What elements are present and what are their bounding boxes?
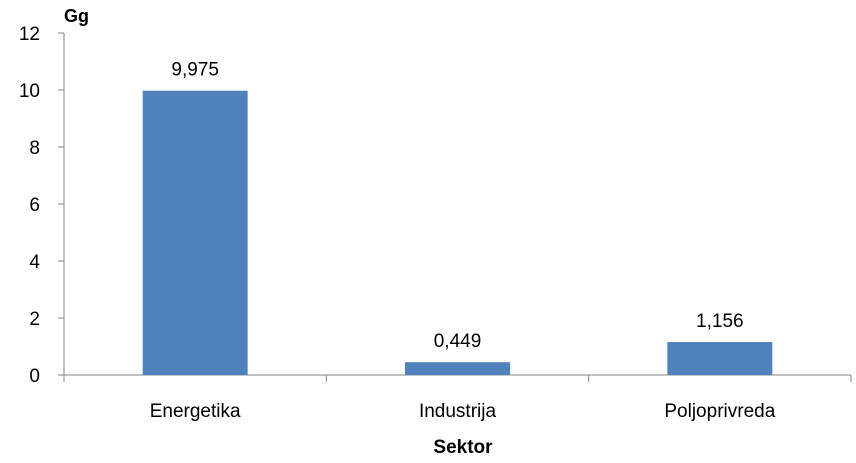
- category-label: Energetika: [150, 401, 241, 422]
- category-labels: Energetika Industrija Poljoprivreda: [150, 401, 776, 422]
- y-axis-title: Gg: [64, 6, 89, 26]
- category-label: Poljoprivreda: [664, 401, 775, 422]
- data-label: 1,156: [696, 311, 744, 332]
- bar-industrija: [405, 362, 510, 375]
- y-tick-label: 0: [29, 366, 40, 387]
- x-axis-title: Sektor: [433, 437, 493, 458]
- y-tick-label: 6: [29, 195, 40, 216]
- y-tick-label: 12: [19, 24, 40, 45]
- y-tick-label: 8: [29, 138, 40, 159]
- data-labels: 9,975 0,449 1,156: [171, 60, 743, 352]
- bar-energetika: [142, 90, 248, 376]
- category-label: Industrija: [419, 401, 497, 422]
- y-axis: 0 2 4 6 8 10 12: [19, 24, 65, 387]
- data-label: 0,449: [434, 331, 482, 352]
- bar-poljoprivreda: [667, 342, 773, 375]
- data-label: 9,975: [171, 60, 219, 81]
- x-axis: [63, 374, 852, 382]
- y-tick-label: 10: [19, 81, 40, 102]
- bars: [142, 90, 773, 376]
- y-tick-label: 4: [29, 252, 40, 273]
- y-tick-label: 2: [29, 309, 40, 330]
